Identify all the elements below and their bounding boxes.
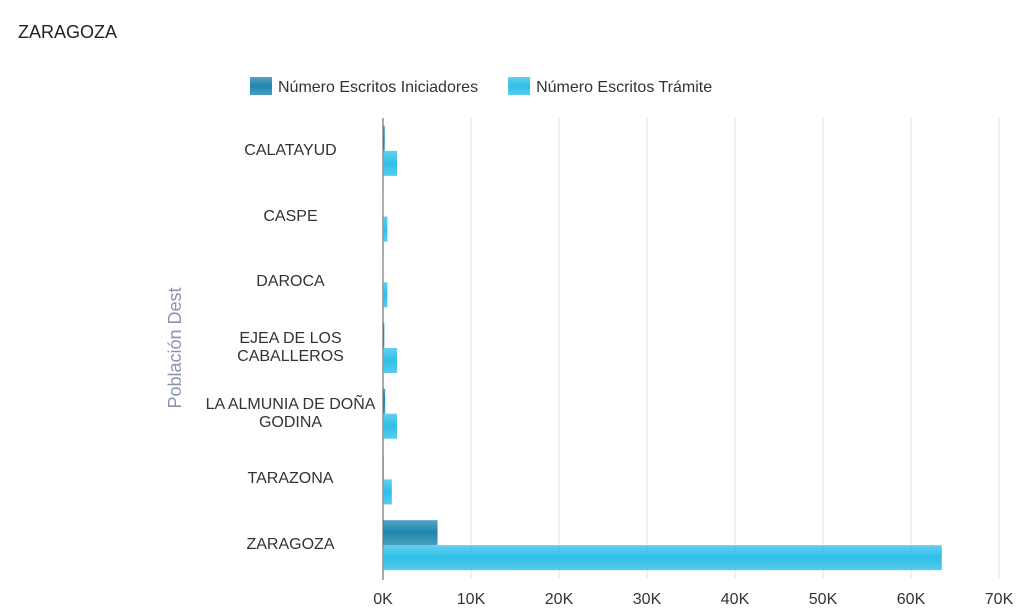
x-tick-label: 40K — [721, 591, 750, 608]
bar — [383, 520, 438, 546]
y-tick-label: LA ALMUNIA DE DOÑA GODINA — [205, 395, 376, 431]
legend-label: Número Escritos Iniciadores — [278, 79, 478, 96]
legend-swatch — [250, 77, 272, 95]
y-tick-label: TARAZONA — [247, 470, 334, 488]
y-tick-label: EJEA DE LOS CABALLEROS — [237, 330, 344, 365]
x-tick-label: 0K — [373, 591, 393, 608]
x-tick-label: 30K — [633, 591, 662, 608]
bar — [383, 545, 942, 571]
bar — [383, 413, 398, 439]
y-tick-label: CALATAYUD — [244, 141, 337, 159]
y-tick-label: CASPE — [263, 207, 318, 225]
x-tick-label: 60K — [897, 591, 926, 608]
y-axis-label: Población Dest — [165, 287, 185, 408]
x-tick-label: 20K — [545, 591, 574, 608]
page-title: ZARAGOZA — [18, 22, 118, 42]
x-tick-label: 70K — [985, 591, 1014, 608]
bar — [383, 150, 398, 176]
bar — [383, 479, 392, 505]
bar — [383, 388, 386, 414]
legend-label: Número Escritos Trámite — [536, 79, 712, 96]
legend-swatch — [508, 77, 531, 95]
bar — [383, 348, 398, 373]
bar — [383, 282, 388, 308]
bar — [383, 323, 385, 348]
bar — [383, 454, 384, 480]
y-tick-label: DAROCA — [256, 273, 325, 291]
bar — [383, 216, 388, 242]
x-tick-label: 50K — [809, 591, 838, 608]
y-tick-label: ZARAGOZA — [246, 536, 335, 554]
bar — [383, 125, 385, 151]
x-tick-label: 10K — [457, 591, 486, 608]
